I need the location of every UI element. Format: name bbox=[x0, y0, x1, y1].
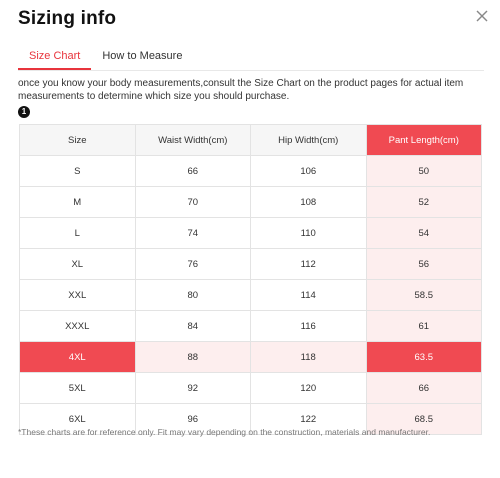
table-row: XXXL 84 116 61 bbox=[19, 310, 482, 342]
cell-pant-length: 50 bbox=[365, 155, 482, 187]
table-row: 6XL 96 122 68.5 bbox=[19, 403, 482, 435]
cell-size: 5XL bbox=[19, 372, 136, 404]
tab-bar: Size Chart How to Measure bbox=[18, 44, 193, 72]
close-icon bbox=[476, 10, 488, 22]
size-chart-table: Size Waist Width(cm) Hip Width(cm) Pant … bbox=[19, 124, 482, 435]
dialog-title: Sizing info bbox=[18, 8, 117, 29]
cell-pant-length: 54 bbox=[365, 217, 482, 249]
header-hip-width: Hip Width(cm) bbox=[250, 124, 367, 156]
cell-hip-width: 118 bbox=[250, 341, 367, 373]
tab-size-chart[interactable]: Size Chart bbox=[18, 44, 92, 70]
header-waist-width: Waist Width(cm) bbox=[134, 124, 251, 156]
table-row-highlighted: 4XL 88 118 63.5 bbox=[19, 341, 482, 373]
table-row: S 66 106 50 bbox=[19, 155, 482, 187]
cell-size: 6XL bbox=[19, 403, 136, 435]
footnote: *These charts are for reference only. Fi… bbox=[18, 427, 431, 437]
cell-waist-width: 88 bbox=[134, 341, 251, 373]
cell-hip-width: 116 bbox=[250, 310, 367, 342]
header-size: Size bbox=[19, 124, 136, 156]
cell-pant-length: 61 bbox=[365, 310, 482, 342]
cell-size: M bbox=[19, 186, 136, 218]
cell-waist-width: 76 bbox=[134, 248, 251, 280]
tab-divider bbox=[18, 70, 484, 71]
cell-size: XXXL bbox=[19, 310, 136, 342]
cell-waist-width: 74 bbox=[134, 217, 251, 249]
cell-pant-length: 63.5 bbox=[365, 341, 482, 373]
tab-how-to-measure[interactable]: How to Measure bbox=[102, 50, 183, 62]
cell-pant-length: 56 bbox=[365, 248, 482, 280]
cell-hip-width: 110 bbox=[250, 217, 367, 249]
cell-waist-width: 96 bbox=[134, 403, 251, 435]
step-badge: 1 bbox=[18, 106, 30, 118]
cell-hip-width: 112 bbox=[250, 248, 367, 280]
cell-waist-width: 92 bbox=[134, 372, 251, 404]
cell-size: XXL bbox=[19, 279, 136, 311]
cell-waist-width: 66 bbox=[134, 155, 251, 187]
cell-size: S bbox=[19, 155, 136, 187]
intro-text: once you know your body measurements,con… bbox=[18, 78, 464, 102]
close-button[interactable] bbox=[474, 8, 490, 24]
cell-hip-width: 114 bbox=[250, 279, 367, 311]
cell-hip-width: 120 bbox=[250, 372, 367, 404]
cell-pant-length: 52 bbox=[365, 186, 482, 218]
table-row: XXL 80 114 58.5 bbox=[19, 279, 482, 311]
cell-pant-length: 66 bbox=[365, 372, 482, 404]
cell-size: 4XL bbox=[19, 341, 136, 373]
table-row: L 74 110 54 bbox=[19, 217, 482, 249]
cell-size: L bbox=[19, 217, 136, 249]
cell-waist-width: 70 bbox=[134, 186, 251, 218]
header-pant-length: Pant Length(cm) bbox=[365, 124, 482, 156]
cell-pant-length: 68.5 bbox=[365, 403, 482, 435]
table-row: XL 76 112 56 bbox=[19, 248, 482, 280]
table-row: M 70 108 52 bbox=[19, 186, 482, 218]
table-header-row: Size Waist Width(cm) Hip Width(cm) Pant … bbox=[19, 124, 482, 156]
cell-hip-width: 108 bbox=[250, 186, 367, 218]
cell-waist-width: 84 bbox=[134, 310, 251, 342]
cell-size: XL bbox=[19, 248, 136, 280]
table-row: 5XL 92 120 66 bbox=[19, 372, 482, 404]
cell-hip-width: 122 bbox=[250, 403, 367, 435]
cell-waist-width: 80 bbox=[134, 279, 251, 311]
cell-hip-width: 106 bbox=[250, 155, 367, 187]
cell-pant-length: 58.5 bbox=[365, 279, 482, 311]
